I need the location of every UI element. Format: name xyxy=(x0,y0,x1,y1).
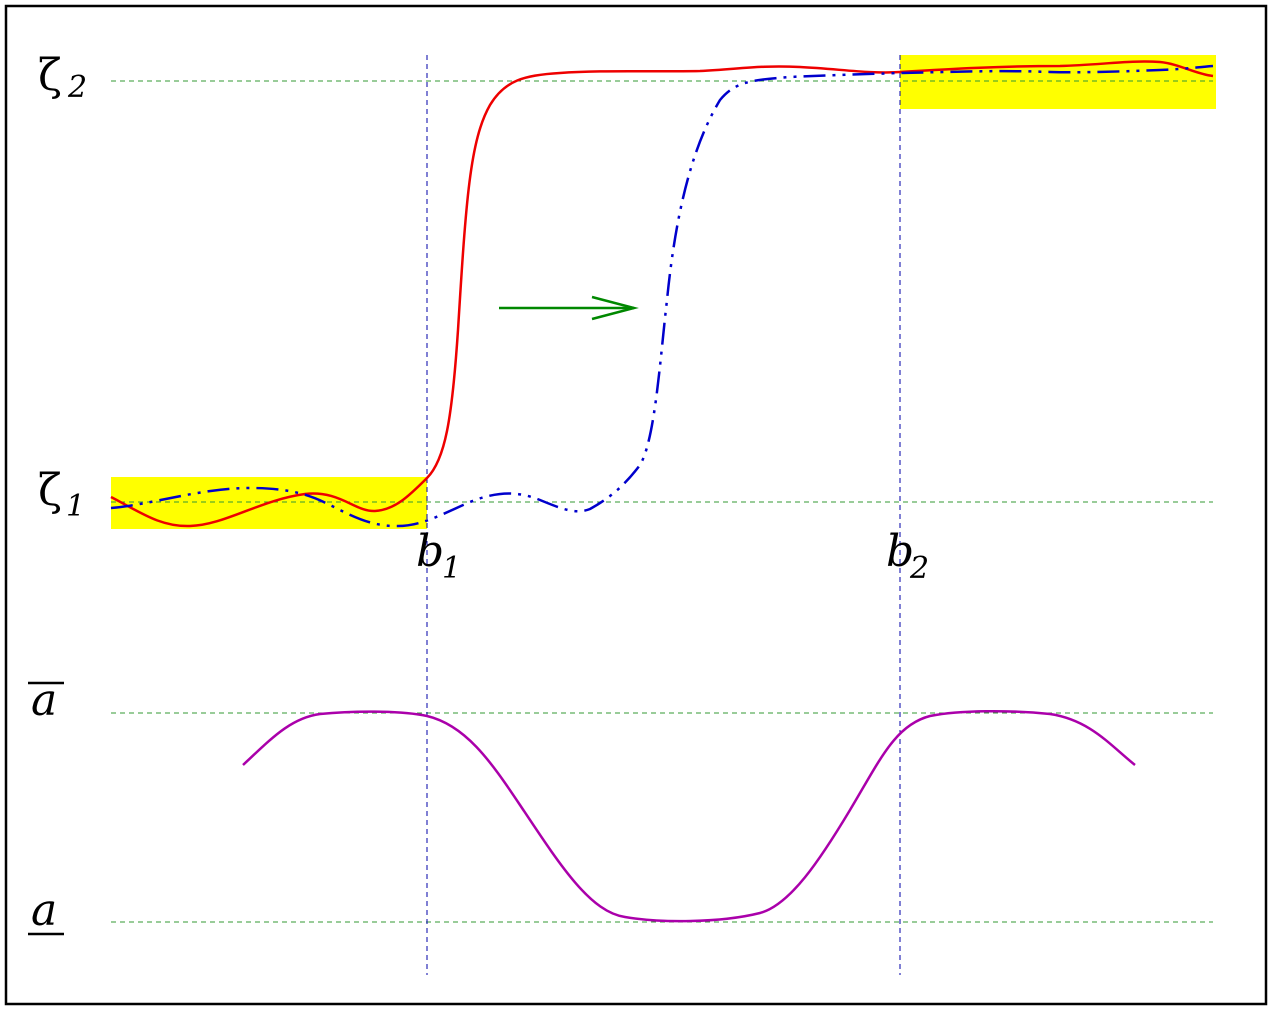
zeta1-subscript: 1 xyxy=(66,489,85,524)
magenta-curve xyxy=(242,709,1136,923)
b2-label: b 2 xyxy=(886,526,929,586)
b2-symbol: b xyxy=(886,526,914,577)
b2-subscript: 2 xyxy=(909,551,929,586)
zeta2-subscript: 2 xyxy=(67,70,87,105)
b1-subscript: 1 xyxy=(442,551,461,586)
svg-text:2: 2 xyxy=(67,70,87,105)
a-lower-label: a xyxy=(28,885,64,936)
svg-text:1: 1 xyxy=(442,551,461,586)
zeta2-label: ζ 2 xyxy=(38,50,87,105)
a-lower-symbol: a xyxy=(31,885,57,936)
frame xyxy=(4,4,1268,1006)
a-upper-label: a xyxy=(28,675,64,726)
a-upper-symbol: a xyxy=(31,675,57,726)
svg-text:2: 2 xyxy=(909,551,929,586)
zeta2-symbol: ζ xyxy=(38,50,62,101)
svg-text:ζ: ζ xyxy=(38,50,62,101)
highlight-right xyxy=(900,55,1216,109)
zeta1-label: ζ 1 xyxy=(38,465,85,524)
shift-arrow xyxy=(499,295,639,321)
svg-text:ζ: ζ xyxy=(38,465,62,516)
svg-text:b: b xyxy=(416,526,444,577)
vertical-guides xyxy=(426,55,901,975)
svg-text:1: 1 xyxy=(66,489,85,524)
svg-text:b: b xyxy=(886,526,914,577)
b1-symbol: b xyxy=(416,526,444,577)
svg-text:a: a xyxy=(31,675,57,726)
svg-text:a: a xyxy=(31,885,57,936)
shift-arrow-head xyxy=(591,295,639,321)
b1-label: b 1 xyxy=(416,526,461,586)
zeta1-symbol: ζ xyxy=(38,465,62,516)
red-curve xyxy=(110,60,1214,528)
blue-curve xyxy=(110,64,1214,528)
